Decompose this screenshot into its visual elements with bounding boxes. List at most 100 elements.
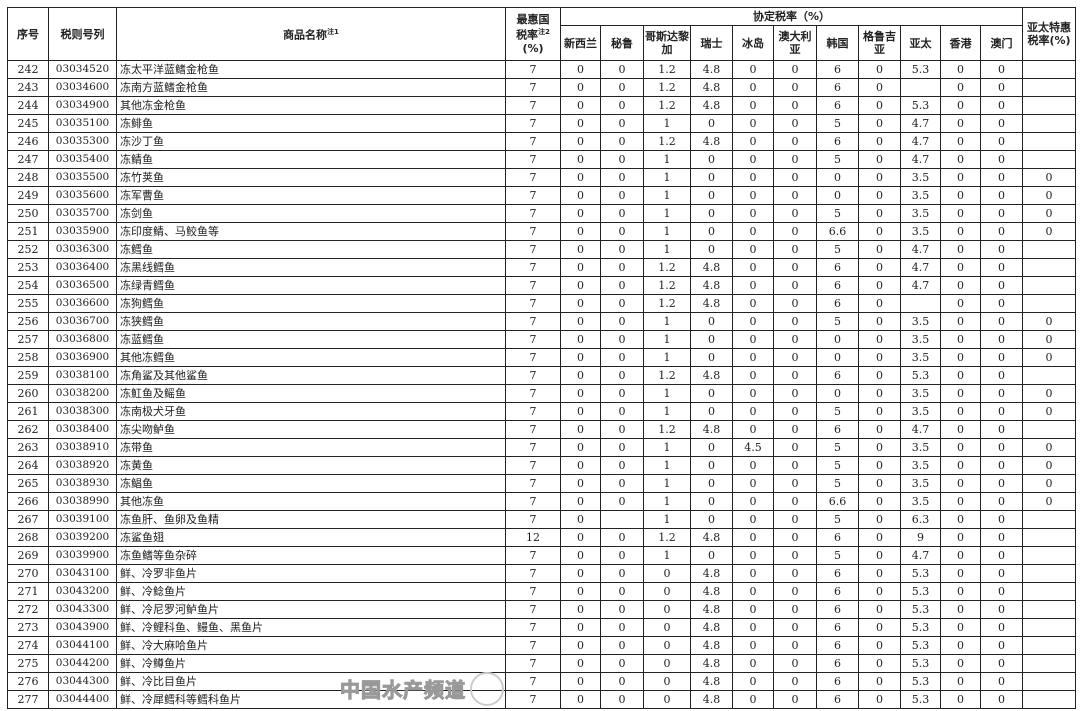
cell-apta: 3.5 bbox=[900, 384, 941, 403]
cell-korea: 6.6 bbox=[816, 492, 859, 511]
cell-name: 冻狭鳕鱼 bbox=[116, 312, 506, 331]
cell-apta-special: 0 bbox=[1022, 456, 1076, 475]
cell-name: 冻黑线鳕鱼 bbox=[116, 258, 506, 277]
cell-australia: 0 bbox=[773, 222, 817, 241]
cell-name: 鲜、冷鲶鱼片 bbox=[116, 582, 506, 601]
cell-macao: 0 bbox=[980, 618, 1023, 637]
cell-hongkong: 0 bbox=[940, 168, 981, 187]
cell-apta-special bbox=[1022, 690, 1076, 709]
cell-iceland: 0 bbox=[732, 618, 774, 637]
cell-code: 03035900 bbox=[48, 222, 117, 241]
cell-name: 冻鲳鱼 bbox=[116, 474, 506, 493]
cell-georgia: 0 bbox=[858, 438, 901, 457]
cell-apta: 5.3 bbox=[900, 600, 941, 619]
cell-georgia: 0 bbox=[858, 240, 901, 259]
cell-peru: 0 bbox=[600, 546, 644, 565]
cell-costa-rica: 1 bbox=[643, 186, 691, 205]
cell-mfn: 7 bbox=[505, 114, 561, 133]
cell-georgia: 0 bbox=[858, 132, 901, 151]
cell-code: 03043200 bbox=[48, 582, 117, 601]
cell-switzerland: 4.8 bbox=[690, 258, 733, 277]
cell-macao: 0 bbox=[980, 492, 1023, 511]
cell-costa-rica: 1.2 bbox=[643, 420, 691, 439]
cell-apta: 6.3 bbox=[900, 510, 941, 529]
cell-georgia: 0 bbox=[858, 528, 901, 547]
cell-nz: 0 bbox=[560, 222, 601, 241]
cell-nz: 0 bbox=[560, 96, 601, 115]
cell-switzerland: 0 bbox=[690, 240, 733, 259]
cell-name: 冻军曹鱼 bbox=[116, 186, 506, 205]
cell-korea: 6 bbox=[816, 366, 859, 385]
cell-name: 冻鳕鱼 bbox=[116, 240, 506, 259]
cell-costa-rica: 1.2 bbox=[643, 258, 691, 277]
cell-hongkong: 0 bbox=[940, 114, 981, 133]
cell-costa-rica: 1 bbox=[643, 348, 691, 367]
header-name: 商品名称注1 bbox=[116, 7, 506, 61]
cell-code: 03038930 bbox=[48, 474, 117, 493]
cell-seq: 268 bbox=[7, 528, 49, 547]
cell-mfn: 7 bbox=[505, 438, 561, 457]
cell-switzerland: 4.8 bbox=[690, 600, 733, 619]
cell-korea: 0 bbox=[816, 168, 859, 187]
cell-switzerland: 0 bbox=[690, 474, 733, 493]
cell-seq: 276 bbox=[7, 672, 49, 691]
cell-code: 03039900 bbox=[48, 546, 117, 565]
cell-apta-special bbox=[1022, 294, 1076, 313]
cell-nz: 0 bbox=[560, 474, 601, 493]
cell-georgia: 0 bbox=[858, 114, 901, 133]
cell-iceland: 0 bbox=[732, 636, 774, 655]
cell-name: 冻剑鱼 bbox=[116, 204, 506, 223]
cell-switzerland: 0 bbox=[690, 222, 733, 241]
cell-mfn: 12 bbox=[505, 528, 561, 547]
cell-costa-rica: 1 bbox=[643, 240, 691, 259]
cell-peru: 0 bbox=[600, 438, 644, 457]
cell-hongkong: 0 bbox=[940, 60, 981, 79]
cell-macao: 0 bbox=[980, 312, 1023, 331]
cell-iceland: 0 bbox=[732, 312, 774, 331]
cell-costa-rica: 1 bbox=[643, 204, 691, 223]
cell-apta-special bbox=[1022, 564, 1076, 583]
cell-costa-rica: 1 bbox=[643, 150, 691, 169]
cell-costa-rica: 1.2 bbox=[643, 528, 691, 547]
cell-costa-rica: 1 bbox=[643, 438, 691, 457]
cell-apta: 4.7 bbox=[900, 132, 941, 151]
cell-georgia: 0 bbox=[858, 672, 901, 691]
cell-apta-special: 0 bbox=[1022, 168, 1076, 187]
cell-iceland: 0 bbox=[732, 690, 774, 709]
header-apta-special: 亚太特惠税率(%) bbox=[1022, 7, 1076, 61]
cell-switzerland: 4.8 bbox=[690, 420, 733, 439]
cell-georgia: 0 bbox=[858, 600, 901, 619]
cell-peru: 0 bbox=[600, 636, 644, 655]
cell-korea: 5 bbox=[816, 150, 859, 169]
cell-macao: 0 bbox=[980, 564, 1023, 583]
cell-seq: 252 bbox=[7, 240, 49, 259]
cell-hongkong: 0 bbox=[940, 618, 981, 637]
cell-macao: 0 bbox=[980, 384, 1023, 403]
table-row: 272 03043300 鲜、冷尼罗河鲈鱼片 7 0 0 0 4.8 0 0 6 0 5.3 0 0 bbox=[7, 600, 1076, 619]
cell-switzerland: 4.8 bbox=[690, 132, 733, 151]
cell-macao: 0 bbox=[980, 348, 1023, 367]
cell-peru: 0 bbox=[600, 168, 644, 187]
cell-korea: 6 bbox=[816, 258, 859, 277]
cell-nz: 0 bbox=[560, 672, 601, 691]
cell-switzerland: 0 bbox=[690, 546, 733, 565]
cell-name: 冻带鱼 bbox=[116, 438, 506, 457]
header-mfn: 最惠国 税率注2 (%) bbox=[505, 7, 561, 61]
cell-australia: 0 bbox=[773, 492, 817, 511]
cell-hongkong: 0 bbox=[940, 294, 981, 313]
cell-georgia: 0 bbox=[858, 546, 901, 565]
table-row: 242 03034520 冻太平洋蓝鳍金枪鱼 7 0 0 1.2 4.8 0 0 6 0 5.3 0 0 bbox=[7, 60, 1076, 79]
cell-mfn: 7 bbox=[505, 294, 561, 313]
cell-costa-rica: 1 bbox=[643, 384, 691, 403]
cell-mfn: 7 bbox=[505, 582, 561, 601]
cell-name: 鲜、冷尼罗河鲈鱼片 bbox=[116, 600, 506, 619]
cell-korea: 5 bbox=[816, 240, 859, 259]
header-name-note: 注1 bbox=[327, 28, 339, 37]
cell-mfn: 7 bbox=[505, 600, 561, 619]
cell-code: 03038200 bbox=[48, 384, 117, 403]
cell-hongkong: 0 bbox=[940, 546, 981, 565]
cell-peru: 0 bbox=[600, 294, 644, 313]
cell-apta-special bbox=[1022, 510, 1076, 529]
cell-apta-special bbox=[1022, 78, 1076, 97]
cell-australia: 0 bbox=[773, 312, 817, 331]
